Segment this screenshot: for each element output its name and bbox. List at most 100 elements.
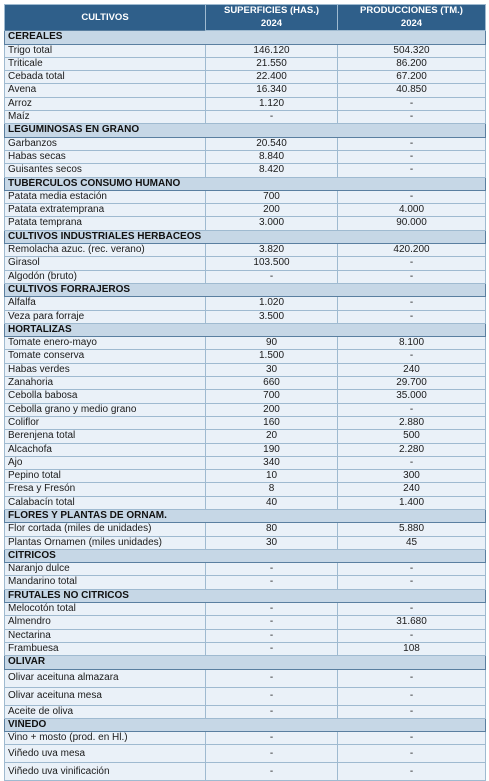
table-row: Cebolla grano y medio grano 200-: [4, 402, 486, 417]
crop-name-cell: Alfalfa: [4, 296, 206, 311]
area-value-cell: 21.550: [205, 56, 338, 72]
area-value-cell: 103.500: [205, 256, 338, 271]
area-value-cell: -: [205, 668, 338, 688]
table-row: Garbanzos 20.540-: [4, 136, 486, 151]
area-value-cell: 146.120: [205, 43, 338, 58]
production-value-cell: -: [337, 668, 486, 688]
table-row: Patata media estación 700-: [4, 189, 486, 205]
production-value-cell: -: [337, 96, 486, 112]
crops-column-header: CULTIVOS: [4, 3, 206, 31]
area-value-cell: 200: [205, 203, 338, 218]
crop-name-cell: Calabacín total: [4, 495, 206, 510]
table-row: Algodón (bruto) - -: [4, 269, 486, 284]
production-value-cell: 40.850: [337, 83, 486, 98]
section-header-row: FLORES Y PLANTAS DE ORNAM.: [4, 508, 486, 524]
production-value-cell: 108: [337, 641, 486, 657]
table-row: Alfalfa 1.020-: [4, 296, 486, 311]
section-title: VIÑEDO: [4, 717, 486, 733]
crop-name-cell: Habas secas: [4, 149, 206, 165]
production-value-cell: 5.880: [337, 522, 486, 537]
area-value-cell: 3.500: [205, 309, 338, 324]
crop-name-cell: Arroz: [4, 96, 206, 112]
table-row: Calabacín total 40 1.400: [4, 495, 486, 510]
crop-name-cell: Aceite de oliva: [4, 704, 206, 719]
area-value-cell: -: [205, 731, 338, 746]
production-value-cell: 86.200: [337, 56, 486, 72]
production-value-cell: -: [337, 309, 486, 324]
production-value-cell: 504.320: [337, 43, 486, 58]
production-value-cell: -: [337, 628, 486, 643]
table-row: Tomate enero-mayo 90 8.100: [4, 336, 486, 351]
table-row: Cebolla babosa 700 35.000: [4, 389, 486, 404]
table-row: Avena 16.340 40.850: [4, 83, 486, 98]
table-row: Guisantes secos 8.420-: [4, 163, 486, 178]
area-value-cell: 16.340: [205, 83, 338, 98]
table-row: Olivar aceituna almazara - -: [4, 668, 486, 688]
crop-name-cell: Nectarina: [4, 628, 206, 643]
crop-name-cell: Pepino total: [4, 469, 206, 484]
production-value-cell: -: [337, 296, 486, 311]
area-value-cell: 340: [205, 455, 338, 471]
production-column-header: PRODUCCIONES (TM.): [337, 4, 486, 18]
production-value-cell: 300: [337, 469, 486, 484]
section-title: HORTALIZAS: [4, 322, 486, 338]
production-value-cell: -: [337, 686, 486, 706]
table-row: Habas verdes 30 240: [4, 362, 486, 378]
production-value-cell: -: [337, 110, 486, 125]
crop-name-cell: Melocotón total: [4, 602, 206, 617]
crop-name-cell: Fresa y Fresón: [4, 482, 206, 497]
crop-name-cell: Olivar aceituna almazara: [4, 668, 206, 688]
area-value-cell: 80: [205, 522, 338, 537]
crop-name-cell: Frambuesa: [4, 641, 206, 657]
crop-name-cell: Garbanzos: [4, 136, 206, 151]
table-row: Ajo 340-: [4, 455, 486, 471]
crop-name-cell: Olivar aceituna mesa: [4, 686, 206, 706]
table-row: Viñedo uva vinificación - -: [4, 762, 486, 781]
area-value-cell: 160: [205, 415, 338, 431]
area-value-cell: 8: [205, 482, 338, 497]
section-header-row: OLIVAR: [4, 655, 486, 670]
production-value-cell: 4.000: [337, 203, 486, 218]
production-value-cell: 31.680: [337, 615, 486, 630]
area-value-cell: -: [205, 628, 338, 643]
table-row: Fresa y Fresón 8 240: [4, 482, 486, 497]
table-row: Alcachofa 190 2.280: [4, 442, 486, 457]
production-value-cell: 240: [337, 482, 486, 497]
production-value-cell: -: [337, 562, 486, 577]
table-row: Olivar aceituna mesa - -: [4, 686, 486, 706]
crop-name-cell: Triticale: [4, 56, 206, 72]
section-title: CULTIVOS FORRAJEROS: [4, 282, 486, 298]
crop-name-cell: Flor cortada (miles de unidades): [4, 522, 206, 537]
section-header-row: CÍTRICOS: [4, 548, 486, 564]
crop-name-cell: Patata temprana: [4, 216, 206, 231]
production-value-cell: -: [337, 163, 486, 178]
crop-name-cell: Vino + mosto (prod. en Hl.): [4, 731, 206, 746]
production-value-cell: 1.400: [337, 495, 486, 510]
table-row: Nectarina - -: [4, 628, 486, 643]
area-value-cell: -: [205, 562, 338, 577]
crop-statistics-table: CULTIVOS SUPERFICIES (HAS.) PRODUCCIONES…: [4, 3, 486, 781]
section-title: FRUTALES NO CÍTRICOS: [4, 588, 486, 604]
section-header-row: CEREALES: [4, 30, 486, 45]
production-value-cell: 500: [337, 429, 486, 444]
crop-name-cell: Naranjo dulce: [4, 562, 206, 577]
table-row: Habas secas 8.840-: [4, 149, 486, 165]
section-header-row: HORTALIZAS: [4, 322, 486, 338]
crop-name-cell: Cebolla babosa: [4, 389, 206, 404]
area-value-cell: -: [205, 762, 338, 781]
area-value-cell: 40: [205, 495, 338, 510]
area-value-cell: 30: [205, 535, 338, 550]
section-header-row: FRUTALES NO CÍTRICOS: [4, 588, 486, 604]
crop-name-cell: Zanahoria: [4, 376, 206, 391]
table-row: Veza para forraje 3.500-: [4, 309, 486, 324]
crop-name-cell: Guisantes secos: [4, 163, 206, 178]
table-row: Cebada total 22.400 67.200: [4, 70, 486, 85]
table-row: Viñedo uva mesa - -: [4, 744, 486, 764]
crop-name-cell: Girasol: [4, 256, 206, 271]
area-value-cell: -: [205, 110, 338, 125]
production-value-cell: -: [337, 762, 486, 781]
table-row: Girasol 103.500-: [4, 256, 486, 271]
table-row: Remolacha azuc. (rec. verano) 3.820 420.20…: [4, 243, 486, 258]
area-value-cell: 200: [205, 402, 338, 417]
production-value-cell: -: [337, 149, 486, 165]
